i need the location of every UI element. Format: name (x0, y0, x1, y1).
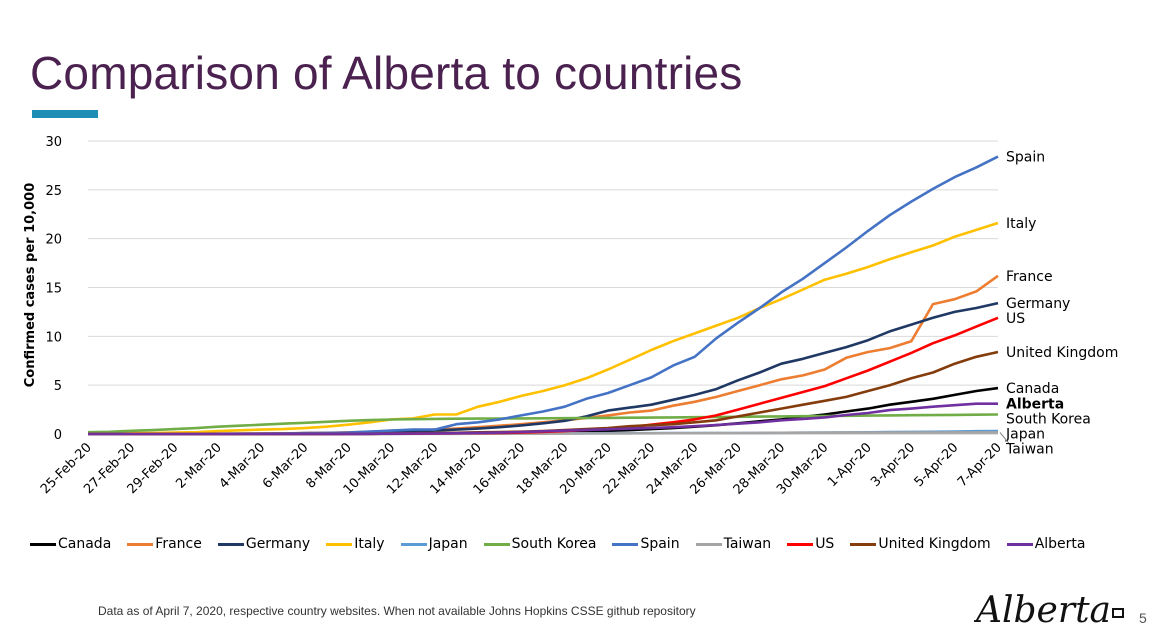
x-tick-label: 4-Mar-20 (217, 440, 269, 492)
title-accent-bar (32, 110, 98, 118)
legend-label: Spain (640, 536, 680, 552)
legend-swatch (1006, 542, 1033, 546)
series-line-italy (87, 221, 999, 435)
x-axis-ticks: 25-Feb-2027-Feb-2029-Feb-202-Mar-204-Mar… (38, 440, 1005, 497)
legend-swatch (787, 542, 814, 546)
end-label-leader (999, 432, 1011, 446)
legend-swatch (217, 542, 244, 546)
legend-label: Taiwan (723, 536, 772, 552)
y-tick-label: 0 (54, 428, 62, 443)
legend-label: Italy (354, 536, 385, 552)
x-tick-label: 6-Mar-20 (260, 440, 312, 492)
legend-item-spain: Spain (612, 536, 680, 552)
legend-item-taiwan: Taiwan (695, 536, 772, 552)
slide-title: Comparison of Alberta to countries (30, 47, 743, 99)
end-label-united-kingdom: United Kingdom (1006, 345, 1118, 361)
chart-legend: Canada France Germany Italy Japan South Korea… (30, 536, 1130, 552)
x-tick-label: 5-Apr-20 (912, 440, 962, 490)
y-tick-label: 15 (45, 282, 62, 297)
legend-item-france: France (127, 536, 202, 552)
legend-label: South Korea (511, 536, 597, 552)
end-label-france: France (1006, 269, 1053, 285)
end-label-spain: Spain (1006, 150, 1045, 166)
legend-label: United Kingdom (878, 536, 991, 552)
logo-wordmark: Alberta (974, 590, 1111, 631)
legend-label: Canada (58, 536, 112, 552)
x-tick-label: 2-Mar-20 (173, 440, 225, 492)
end-label-germany: Germany (1006, 296, 1070, 312)
x-tick-label: 7-Apr-20 (955, 440, 1005, 490)
y-tick-label: 25 (45, 184, 62, 199)
end-label-canada: Canada (1006, 381, 1059, 397)
x-tick-label: 3-Apr-20 (868, 440, 918, 490)
y-axis-label: Confirmed cases per 10,000 (23, 183, 38, 388)
legend-item-germany: Germany (217, 536, 311, 552)
legend-item-canada: Canada (30, 536, 111, 552)
legend-swatch (483, 542, 510, 546)
legend-swatch (612, 542, 639, 546)
legend-item-italy: Italy (326, 536, 385, 552)
legend-swatch (30, 542, 56, 546)
x-tick-label: 1-Apr-20 (825, 440, 875, 490)
legend-swatch (326, 542, 353, 546)
legend-swatch (695, 542, 722, 546)
y-tick-label: 30 (45, 135, 62, 150)
legend-label: Japan (428, 536, 468, 552)
y-tick-label: 20 (45, 233, 62, 248)
legend-item-south-korea: South Korea (483, 536, 597, 552)
end-label-south-korea: South Korea (1006, 412, 1091, 428)
y-axis-ticks: 0 5 10 15 20 25 30 (45, 135, 62, 443)
legend-swatch (400, 542, 427, 546)
footnote: Data as of April 7, 2020, respective cou… (98, 604, 696, 618)
end-label-us: US (1006, 311, 1025, 327)
end-label-italy: Italy (1006, 216, 1036, 232)
series-line-alberta (88, 402, 998, 436)
legend-label: France (155, 536, 202, 552)
end-label-japan: Japan (1005, 427, 1045, 443)
y-tick-label: 5 (54, 379, 62, 394)
legend-item-japan: Japan (400, 536, 468, 552)
series-lines (87, 155, 999, 436)
alberta-logo: Alberta (974, 590, 1124, 631)
legend-label: Germany (245, 536, 311, 552)
legend-swatch (850, 542, 877, 546)
legend-item-united-kingdom: United Kingdom (850, 536, 991, 552)
end-label-alberta: Alberta (1006, 397, 1064, 413)
legend-swatch (127, 542, 154, 546)
legend-label: US (815, 536, 835, 552)
legend-item-alberta: Alberta (1006, 536, 1086, 552)
gridlines (88, 140, 998, 386)
y-tick-label: 10 (45, 330, 62, 345)
legend-item-us: US (787, 536, 834, 552)
legend-label: Alberta (1034, 536, 1086, 552)
end-label-taiwan: Taiwan (1005, 442, 1054, 458)
page-number: 5 (1139, 610, 1147, 626)
